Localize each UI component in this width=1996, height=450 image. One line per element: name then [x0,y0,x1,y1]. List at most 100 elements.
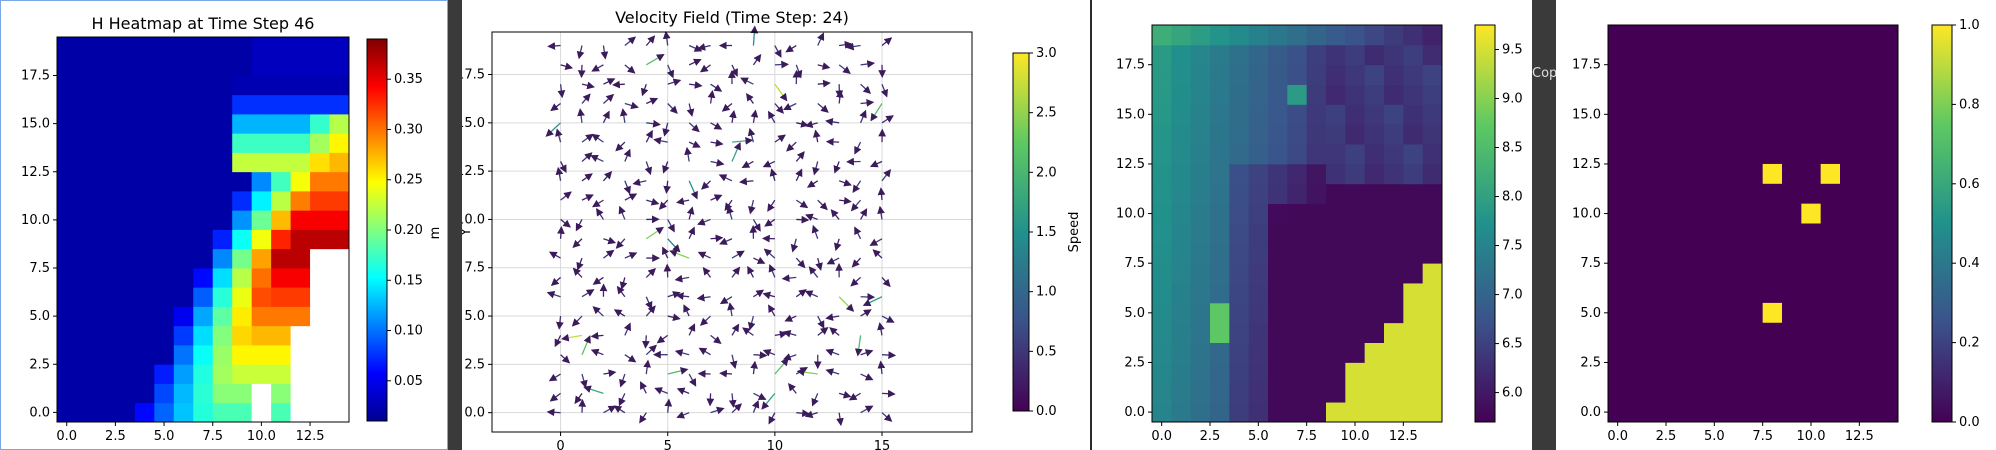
field-cell [1190,183,1211,205]
field-y-ticks: 0.0 2.5 5.0 7.5 10.0 12.5 15.0 17.5 [1116,58,1152,420]
velocity-arrow [699,64,711,73]
heatmap-cell [134,229,155,250]
velocity-arrow [575,219,583,232]
field-cell [1345,263,1366,284]
field-cell [1190,283,1211,304]
heatmap-cell [57,75,77,96]
velocity-arrow [676,387,690,395]
field-cell [1345,44,1366,66]
field-cell [1364,243,1385,264]
mask-figure: 0.0 2.5 5.0 7.5 10.0 12.5 0.0 2.5 5.0 7.5 10.0 12.… [1572,18,1980,444]
x-tick-label: 7.5 [1752,429,1773,444]
field-cell [1364,382,1385,403]
velocity-arrow [684,146,692,162]
field-cell [1345,84,1366,105]
velocity-arrow [581,152,593,162]
velocity-arrow [774,83,788,102]
heatmap-cell [290,37,311,57]
mask-y-ticks: 0.0 2.5 5.0 7.5 10.0 12.5 15.0 17.5 [1572,58,1608,420]
heatmap-cell [134,345,155,365]
velocity-arrow [644,161,653,176]
heatmap-cell [329,210,350,230]
heatmap-cell [134,191,155,211]
field-window: 0.0 2.5 5.0 7.5 10.0 12.5 0.0 2.5 5.0 7.5 10.0 12.… [1092,0,1532,450]
field-cell [1287,25,1308,46]
field-cell [1190,203,1211,224]
field-cell [1229,124,1250,145]
field-cell [1403,104,1424,125]
field-cell [1326,402,1346,423]
velocity-arrow [688,140,701,148]
velocity-arrow [796,215,810,224]
velocity-arrow [869,238,883,246]
field-cell [1384,402,1404,423]
field-cell [1248,25,1269,46]
field-cell [1210,342,1230,363]
velocity-arrow [577,108,585,123]
heatmap-cell [232,191,253,211]
velocity-arrow [812,129,821,143]
velocity-arrow [870,103,883,122]
velocity-arrow [877,205,885,220]
field-cell [1345,342,1366,363]
field-cell [1422,183,1443,205]
velocity-y-ticks: 0.0 2.5 5.0 7.5 10.0 12.5 15.0 17.5 [462,68,492,421]
heatmap-cell [271,210,291,230]
heatmap-cell [173,364,194,384]
heatmap-cells [57,37,350,423]
velocity-arrow [710,406,725,415]
field-cell [1384,163,1404,185]
heatmap-cell [173,210,194,230]
velocity-arrow [557,84,566,99]
velocity-arrow [850,276,862,287]
heatmap-cell [115,306,136,327]
velocity-arrow [753,256,766,264]
heatmap-cell [212,114,233,134]
heatmap-cell [76,364,97,384]
field-cell [1190,302,1211,324]
y-tick-label: 15.0 [21,117,50,132]
velocity-arrow [645,344,657,356]
velocity-arrow [645,268,656,278]
field-cell [1287,402,1308,423]
field-cell [1403,84,1424,105]
field-cell [1403,64,1424,85]
heatmap-cell [310,364,330,384]
velocity-arrow [645,296,653,310]
field-colorbar [1474,24,1496,423]
heatmap-cell [193,191,214,211]
velocity-arrow [581,289,595,298]
y-tick-label: 0.0 [29,405,50,420]
heatmap-cell [193,152,214,173]
heatmap-cell [154,152,175,173]
field-cell [1345,64,1366,85]
x-tick-label: 10.0 [1797,429,1826,444]
background-window-peek: Cop [1532,66,1558,81]
field-cell [1190,44,1211,66]
velocity-arrow [572,267,583,278]
velocity-arrow [838,64,851,74]
field-cell [1152,84,1172,105]
velocity-arrow [731,141,741,162]
velocity-arrow [869,160,883,168]
velocity-arrow [731,323,740,336]
velocity-arrow [881,37,893,47]
heatmap-cell [329,191,350,211]
velocity-arrow [762,291,776,300]
field-cell [1422,362,1443,383]
velocity-arrow [774,134,786,143]
mask-cell [1820,163,1840,184]
heatmap-cell [154,171,175,192]
field-cell [1403,362,1424,383]
field-cell [1364,302,1385,324]
heatmap-cell [57,364,77,384]
velocity-arrow [561,333,583,342]
velocity-arrow [574,392,583,405]
velocity-arrow [581,93,591,104]
field-cell [1422,243,1443,264]
heatmap-cell [173,287,194,307]
heatmap-cell [271,152,291,173]
heatmap-cell [173,114,194,134]
y-tick-label: 5.0 [1124,306,1145,321]
field-cell [1229,322,1250,343]
